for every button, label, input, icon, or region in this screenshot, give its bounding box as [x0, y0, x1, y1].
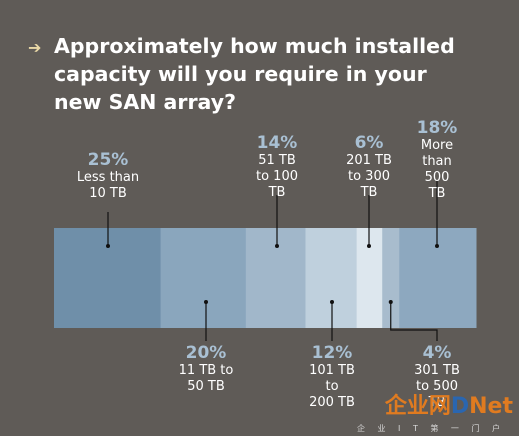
category-label-line: TB	[428, 395, 446, 410]
percent-label-7: 18%	[416, 118, 458, 138]
category-label-line: 201 TB	[346, 153, 392, 168]
category-label-line: 11 TB to	[178, 363, 234, 378]
category-label-line: than	[422, 154, 452, 169]
bar-segment-2	[160, 228, 247, 328]
segment-label-2: 20% 11 TB to 50 TB	[161, 343, 251, 395]
category-label-line: TB	[268, 185, 286, 200]
segment-label-6: 4% 301 TB to 500 TB	[392, 343, 482, 411]
segment-label-4: 12% 101 TB to 200 TB	[287, 343, 377, 411]
category-label-line: 101 TB	[309, 363, 355, 378]
segment-label-1: 25% Less than 10 TB	[63, 150, 153, 202]
chart-title: Approximately how much installed capacit…	[54, 34, 455, 114]
bar-segment-7	[399, 228, 477, 328]
watermark-tail: Net	[469, 394, 513, 419]
percent-label-1: 25%	[87, 150, 129, 170]
watermark-brand: D	[450, 394, 470, 419]
segment-label-5: 6% 201 TB to 300 TB	[324, 133, 414, 201]
category-label-line: More	[420, 138, 454, 153]
category-label-line: 51 TB	[258, 153, 296, 168]
category-label-line: 200 TB	[309, 395, 355, 410]
category-label-line: Less than	[76, 170, 140, 185]
category-label-line: to 100	[256, 169, 298, 184]
category-label-line: to	[325, 379, 339, 394]
segment-label-7: 18% More than 500 TB	[392, 118, 482, 202]
category-label-line: TB	[360, 185, 378, 200]
category-label-line: 301 TB	[414, 363, 460, 378]
category-label-line: to 500	[416, 379, 458, 394]
percent-label-2: 20%	[185, 343, 227, 363]
category-label-line: 500	[424, 170, 450, 185]
percent-label-3: 14%	[256, 133, 298, 153]
segment-label-3: 14% 51 TB to 100 TB	[232, 133, 322, 201]
category-label-line: to 300	[348, 169, 390, 184]
watermark-subtitle: 企 业 I T 第 一 门 户	[356, 424, 505, 433]
category-label-line: TB	[428, 186, 446, 201]
bar-segment-3	[245, 228, 306, 328]
percent-label-4: 12%	[311, 343, 353, 363]
percent-label-6: 4%	[422, 343, 452, 363]
leader-line-6	[390, 302, 438, 341]
category-label-line: 50 TB	[187, 379, 225, 394]
bar-segment-5	[356, 228, 383, 328]
bar-segment-6	[382, 228, 400, 328]
watermark-logo: 企业网DNet	[385, 388, 513, 420]
arrow-right-icon: ➔	[28, 38, 42, 57]
bar-segment-4	[305, 228, 358, 328]
watermark-main: 企业网	[384, 394, 451, 419]
percent-label-5: 6%	[354, 133, 384, 153]
category-label-line: 10 TB	[89, 186, 127, 201]
